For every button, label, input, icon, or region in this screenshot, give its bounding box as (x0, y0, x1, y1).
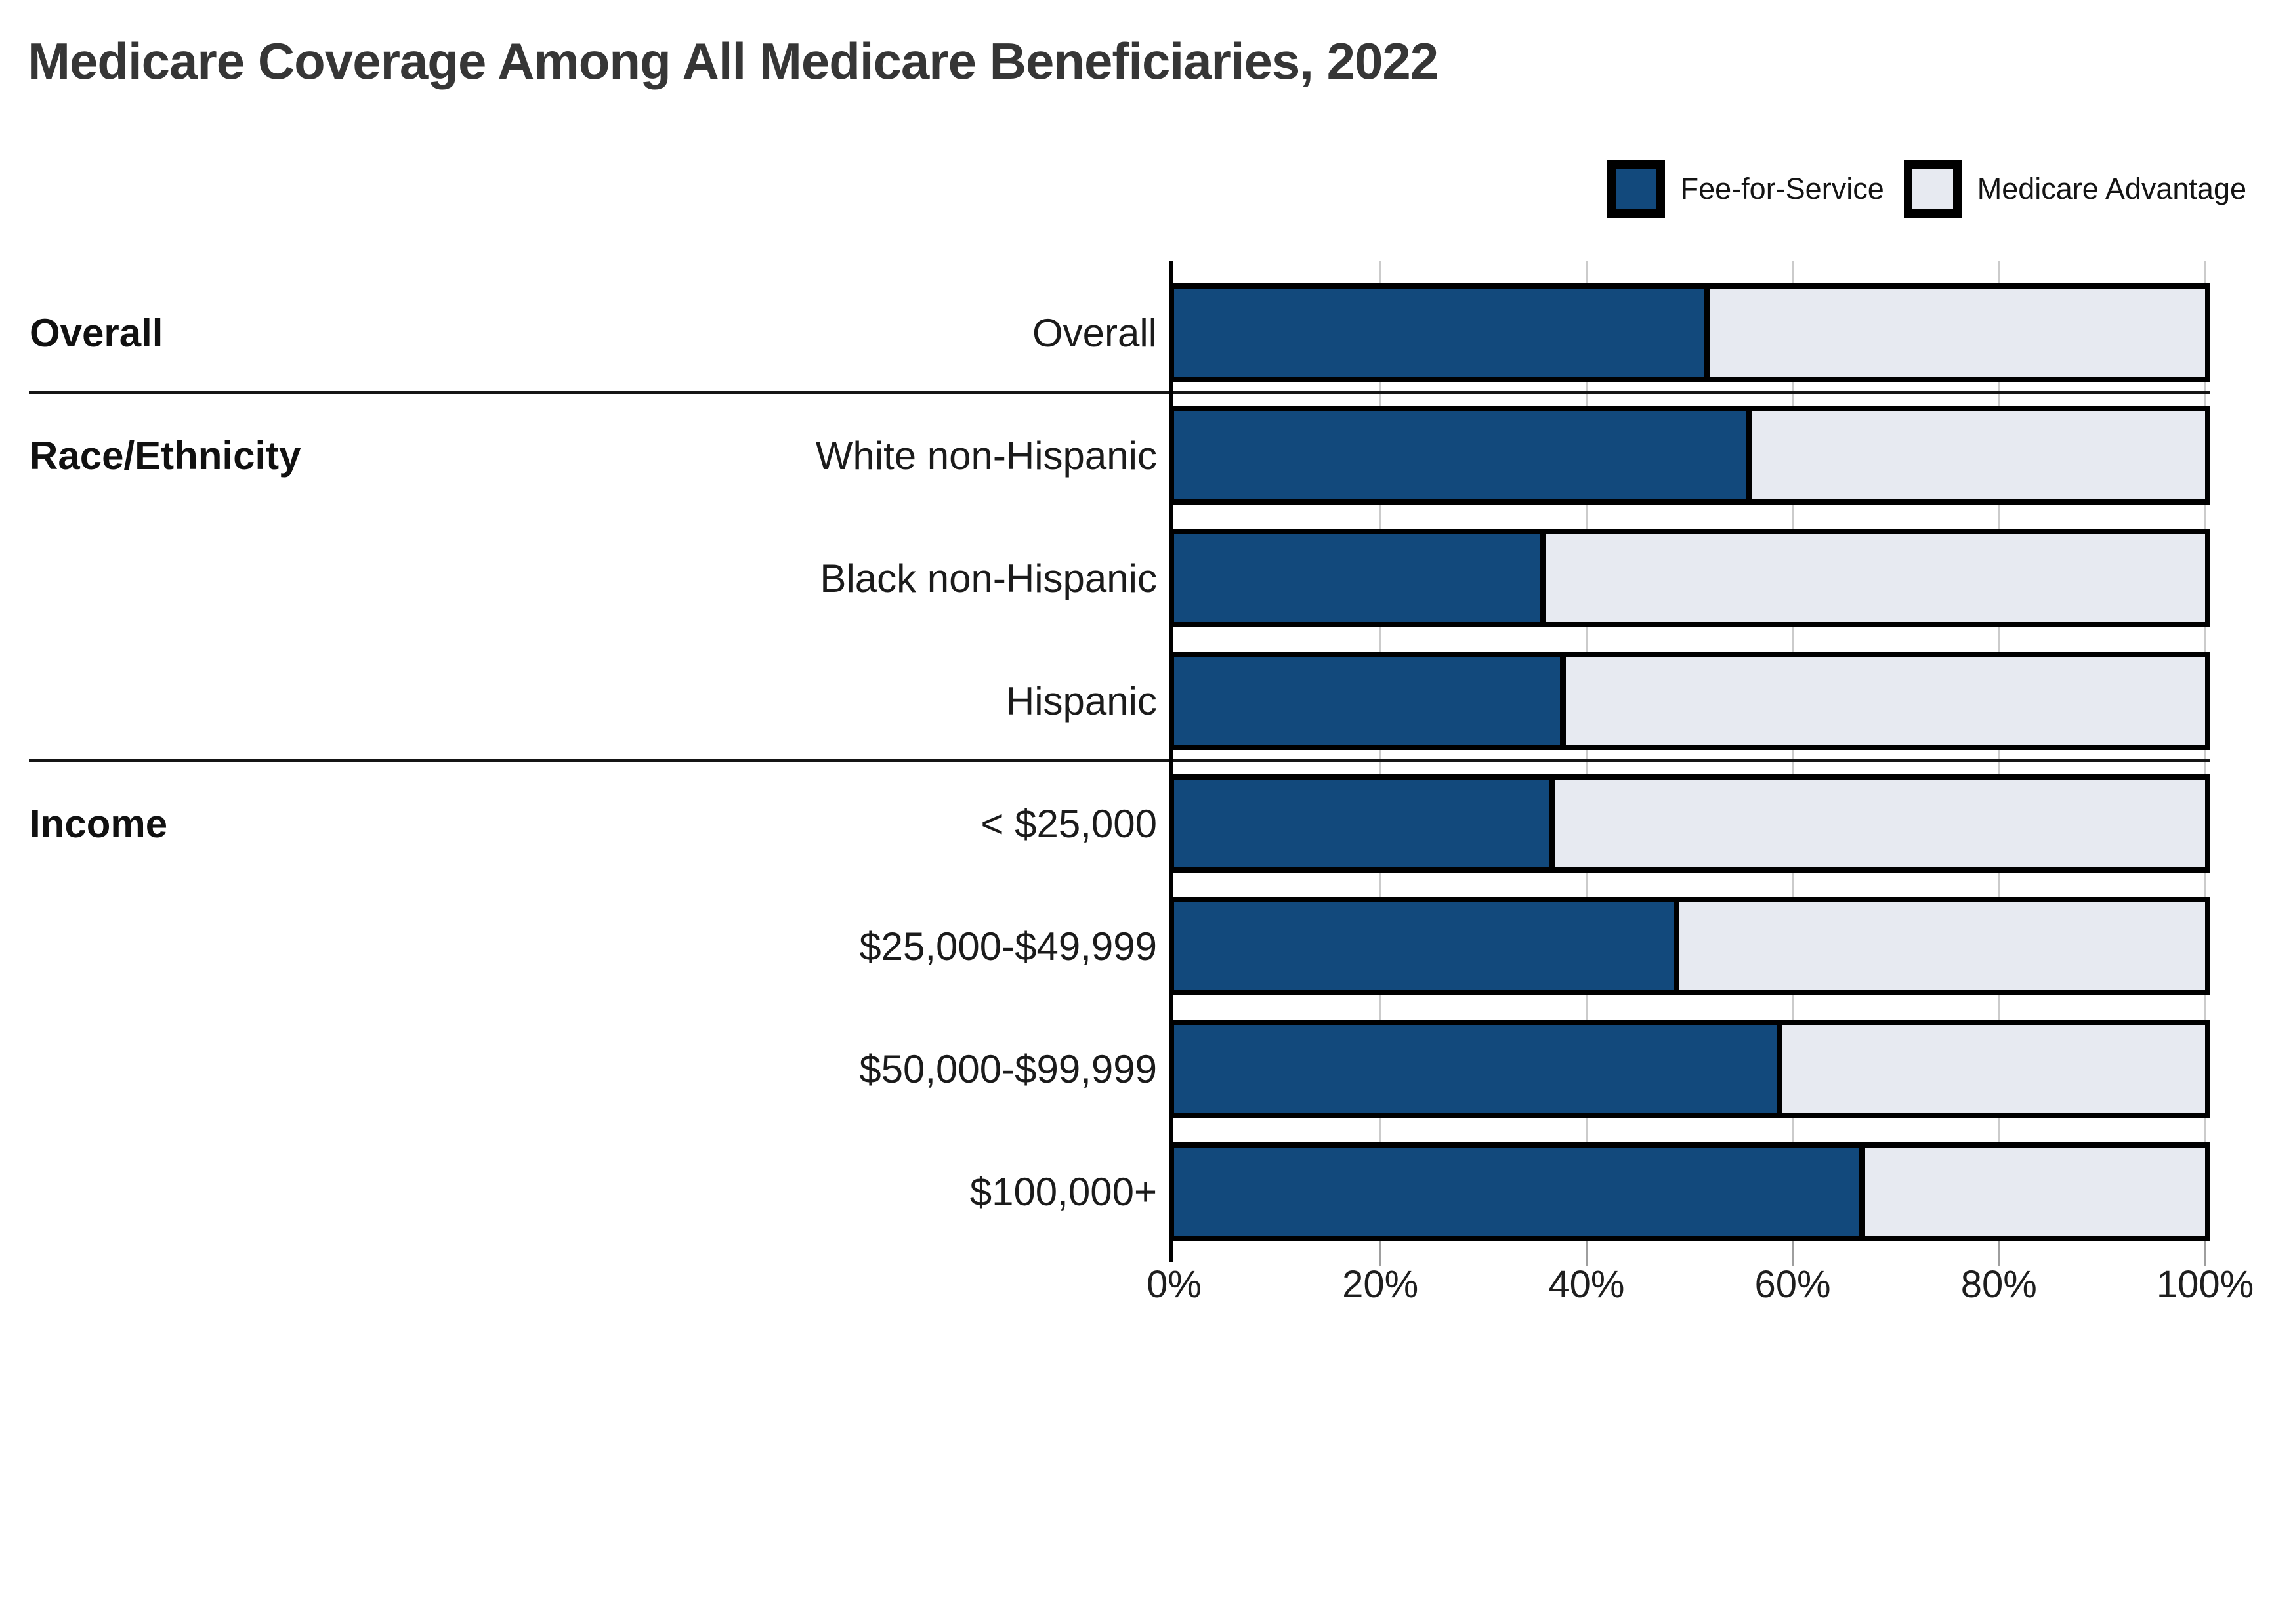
bar-segment-medicare-advantage[interactable] (1565, 657, 2205, 745)
x-axis-tick-80 (1998, 1241, 2000, 1266)
bar-segment-fee-for-service[interactable] (1174, 411, 1752, 499)
group-label-overall: Overall (30, 310, 163, 355)
bar-segment-fee-for-service[interactable] (1174, 902, 1679, 990)
fee-for-service-swatch-icon (1607, 160, 1665, 218)
stacked-bar-3 (1169, 652, 2210, 750)
group-label-race-ethnicity: Race/Ethnicity (30, 433, 301, 478)
x-axis-tick-label: 60% (1754, 1263, 1831, 1306)
bar-segment-medicare-advantage[interactable] (1864, 1148, 2205, 1236)
bar-segment-fee-for-service[interactable] (1174, 1148, 1865, 1236)
row-label-6: $50,000-$99,999 (859, 1047, 1157, 1091)
bar-segment-fee-for-service[interactable] (1174, 289, 1710, 377)
x-axis-tick-label: 20% (1342, 1263, 1419, 1306)
legend-label: Fee-for-Service (1680, 172, 1884, 205)
stacked-bar-5 (1169, 897, 2210, 995)
x-axis-tick-label: 100% (2156, 1263, 2254, 1306)
legend-item-medicare-advantage[interactable]: Medicare Advantage (1903, 160, 2246, 218)
bar-segment-fee-for-service[interactable] (1174, 1025, 1782, 1113)
stacked-bar-1 (1169, 406, 2210, 505)
gridline-20 (1379, 261, 1381, 1241)
x-axis-tick-label: 40% (1548, 1263, 1625, 1306)
stacked-bar-7 (1169, 1142, 2210, 1241)
bar-segment-fee-for-service[interactable] (1174, 780, 1556, 867)
row-label-7: $100,000+ (969, 1169, 1157, 1214)
row-label-0: Overall (1032, 310, 1157, 355)
bar-segment-fee-for-service[interactable] (1174, 657, 1566, 745)
gridline-80 (1998, 261, 2000, 1241)
bar-segment-medicare-advantage[interactable] (1710, 289, 2205, 377)
medicare-advantage-swatch-icon (1903, 160, 1962, 218)
bar-segment-fee-for-service[interactable] (1174, 534, 1546, 622)
stacked-bar-0 (1169, 283, 2210, 382)
row-label-2: Black non-Hispanic (820, 556, 1157, 600)
bar-segment-medicare-advantage[interactable] (1555, 780, 2205, 867)
y-axis-line (1169, 261, 1173, 1262)
bar-segment-medicare-advantage[interactable] (1751, 411, 2205, 499)
bar-segment-medicare-advantage[interactable] (1679, 902, 2205, 990)
group-divider (29, 759, 2210, 762)
row-label-1: White non-Hispanic (815, 433, 1157, 478)
bar-segment-medicare-advantage[interactable] (1782, 1025, 2205, 1113)
bar-segment-medicare-advantage[interactable] (1545, 534, 2205, 622)
row-label-3: Hispanic (1005, 678, 1157, 723)
x-axis-tick-label: 80% (1960, 1263, 2037, 1306)
stacked-bar-2 (1169, 529, 2210, 627)
legend: Fee-for-Service Medicare Advantage (1607, 160, 2246, 218)
x-axis-tick-60 (1792, 1241, 1794, 1266)
chart-title: Medicare Coverage Among All Medicare Ben… (28, 32, 1439, 90)
x-axis-tick-20 (1379, 1241, 1381, 1266)
x-axis-tick-100 (2204, 1241, 2206, 1266)
gridline-60 (1792, 261, 1794, 1241)
stacked-bar-4 (1169, 774, 2210, 873)
gridline-40 (1585, 261, 1588, 1241)
legend-item-fee-for-service[interactable]: Fee-for-Service (1607, 160, 1884, 218)
group-label-income: Income (30, 801, 168, 846)
row-label-4: < $25,000 (980, 801, 1157, 846)
gridline-100 (2204, 261, 2206, 1241)
x-axis-tick-label: 0% (1147, 1263, 1202, 1306)
x-axis-tick-40 (1585, 1241, 1588, 1266)
stacked-bar-6 (1169, 1020, 2210, 1118)
group-divider (29, 391, 2210, 394)
row-label-5: $25,000-$49,999 (859, 924, 1157, 968)
legend-label: Medicare Advantage (1977, 172, 2246, 205)
